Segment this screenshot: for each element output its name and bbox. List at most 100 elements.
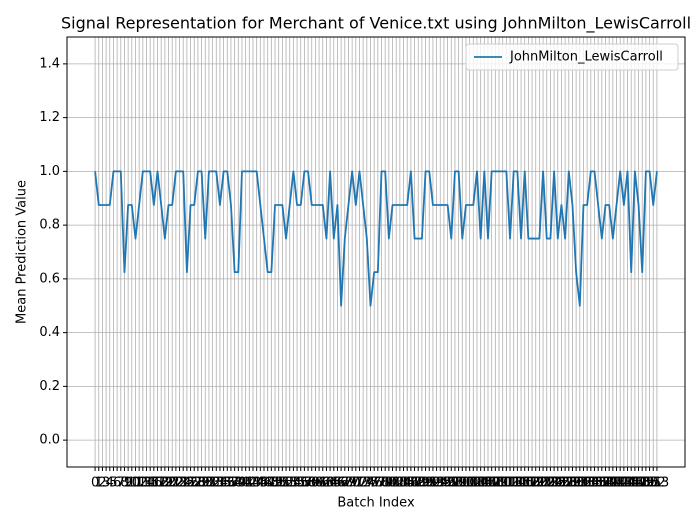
x-tick-label: 20 bbox=[160, 476, 177, 491]
x-tick-label: 1 bbox=[95, 476, 103, 491]
x-tick-label: 146 bbox=[619, 476, 644, 491]
x-tick-label: 88 bbox=[410, 476, 427, 491]
x-tick-label: 95 bbox=[436, 476, 453, 491]
x-tick-label: 28 bbox=[190, 476, 207, 491]
x-tick-label: 121 bbox=[527, 476, 552, 491]
x-tick-label: 132 bbox=[567, 476, 592, 491]
x-tick-label: 22 bbox=[168, 476, 185, 491]
x-tick-label: 24 bbox=[175, 476, 192, 491]
x-tick-label: 94 bbox=[432, 476, 449, 491]
x-tick-label: 78 bbox=[373, 476, 390, 491]
y-axis-label: Mean Prediction Value bbox=[15, 180, 30, 324]
x-tick-label: 93 bbox=[428, 476, 445, 491]
x-tick-label: 152 bbox=[641, 476, 666, 491]
x-tick-label: 14 bbox=[138, 476, 155, 491]
y-tick-label: 0.6 bbox=[39, 271, 60, 286]
x-tick-label: 66 bbox=[329, 476, 346, 491]
y-tick-label: 1.0 bbox=[39, 164, 60, 179]
x-tick-label: 61 bbox=[311, 476, 328, 491]
x-tick-label: 114 bbox=[501, 476, 526, 491]
x-tick-label: 44 bbox=[248, 476, 265, 491]
x-tick-label: 113 bbox=[498, 476, 523, 491]
x-tick-label: 43 bbox=[245, 476, 262, 491]
x-tick-label: 103 bbox=[461, 476, 486, 491]
x-tick-label: 19 bbox=[157, 476, 174, 491]
x-tick-label: 56 bbox=[292, 476, 309, 491]
x-tick-label: 140 bbox=[597, 476, 622, 491]
x-tick-label: 80 bbox=[381, 476, 398, 491]
x-tick-label: 5 bbox=[109, 476, 117, 491]
x-tick-label: 153 bbox=[644, 476, 669, 491]
y-tick-label: 0.0 bbox=[39, 433, 60, 448]
x-tick-label: 151 bbox=[637, 476, 662, 491]
x-tick-label: 35 bbox=[215, 476, 232, 491]
x-axis-label: Batch Index bbox=[337, 496, 415, 511]
x-tick-label: 150 bbox=[633, 476, 658, 491]
x-tick-label: 33 bbox=[208, 476, 225, 491]
x-tick-label: 105 bbox=[468, 476, 493, 491]
x-tick-label: 4 bbox=[106, 476, 114, 491]
x-tick-label: 101 bbox=[454, 476, 479, 491]
x-tick-label: 122 bbox=[531, 476, 556, 491]
x-tick-label: 6 bbox=[113, 476, 121, 491]
x-tick-label: 18 bbox=[153, 476, 170, 491]
series-line bbox=[94, 170, 658, 307]
x-tick-label: 38 bbox=[226, 476, 243, 491]
x-tick-label: 143 bbox=[608, 476, 633, 491]
x-tick-label: 76 bbox=[366, 476, 383, 491]
x-tick-label: 17 bbox=[149, 476, 166, 491]
x-tick-label: 136 bbox=[582, 476, 607, 491]
x-tick-label: 86 bbox=[403, 476, 420, 491]
x-tick-label: 84 bbox=[395, 476, 412, 491]
y-tick-label: 0.4 bbox=[39, 325, 60, 340]
x-tick-label: 52 bbox=[278, 476, 295, 491]
x-tick-label: 141 bbox=[600, 476, 625, 491]
x-tick-label: 118 bbox=[516, 476, 541, 491]
x-tick-label: 30 bbox=[197, 476, 214, 491]
x-tick-label: 57 bbox=[296, 476, 313, 491]
x-tick-label: 9 bbox=[124, 476, 132, 491]
x-tick-label: 147 bbox=[622, 476, 647, 491]
x-tick-label: 72 bbox=[351, 476, 368, 491]
x-tick-label: 25 bbox=[179, 476, 196, 491]
x-tick-label: 77 bbox=[370, 476, 387, 491]
x-tick-label: 85 bbox=[399, 476, 416, 491]
x-tick-label: 87 bbox=[406, 476, 423, 491]
x-tick-label: 50 bbox=[270, 476, 287, 491]
x-tick-label: 67 bbox=[333, 476, 350, 491]
x-tick-label: 100 bbox=[450, 476, 475, 491]
legend-label: JohnMilton_LewisCarroll bbox=[509, 50, 663, 65]
x-tick-label: 82 bbox=[388, 476, 405, 491]
x-tick-label: 71 bbox=[348, 476, 365, 491]
x-tick-label: 75 bbox=[362, 476, 379, 491]
x-tick-label: 34 bbox=[212, 476, 229, 491]
x-tick-label: 130 bbox=[560, 476, 585, 491]
x-tick-label: 117 bbox=[512, 476, 537, 491]
x-tick-label: 99 bbox=[450, 476, 467, 491]
x-tick-label: 109 bbox=[483, 476, 508, 491]
x-tick-label: 51 bbox=[274, 476, 291, 491]
y-tick-label: 1.2 bbox=[39, 110, 60, 125]
x-tick-label: 111 bbox=[490, 476, 515, 491]
x-tick-label: 7 bbox=[117, 476, 125, 491]
x-tick-label: 12 bbox=[131, 476, 148, 491]
x-tick-label: 133 bbox=[571, 476, 596, 491]
x-tick-label: 127 bbox=[549, 476, 574, 491]
x-tick-label: 129 bbox=[556, 476, 581, 491]
x-tick-label: 131 bbox=[564, 476, 589, 491]
x-tick-label: 92 bbox=[425, 476, 442, 491]
x-tick-label: 62 bbox=[314, 476, 331, 491]
x-tick-label: 116 bbox=[509, 476, 534, 491]
x-tick-label: 29 bbox=[193, 476, 210, 491]
x-tick-label: 63 bbox=[318, 476, 335, 491]
x-tick-label: 69 bbox=[340, 476, 357, 491]
x-tick-label: 49 bbox=[267, 476, 284, 491]
x-tick-label: 137 bbox=[586, 476, 611, 491]
x-tick-label: 41 bbox=[237, 476, 254, 491]
legend-frame bbox=[465, 43, 679, 71]
x-tick-label: 98 bbox=[447, 476, 464, 491]
x-tick-label: 47 bbox=[259, 476, 276, 491]
x-tick-label: 123 bbox=[534, 476, 559, 491]
x-tick-label: 27 bbox=[186, 476, 203, 491]
